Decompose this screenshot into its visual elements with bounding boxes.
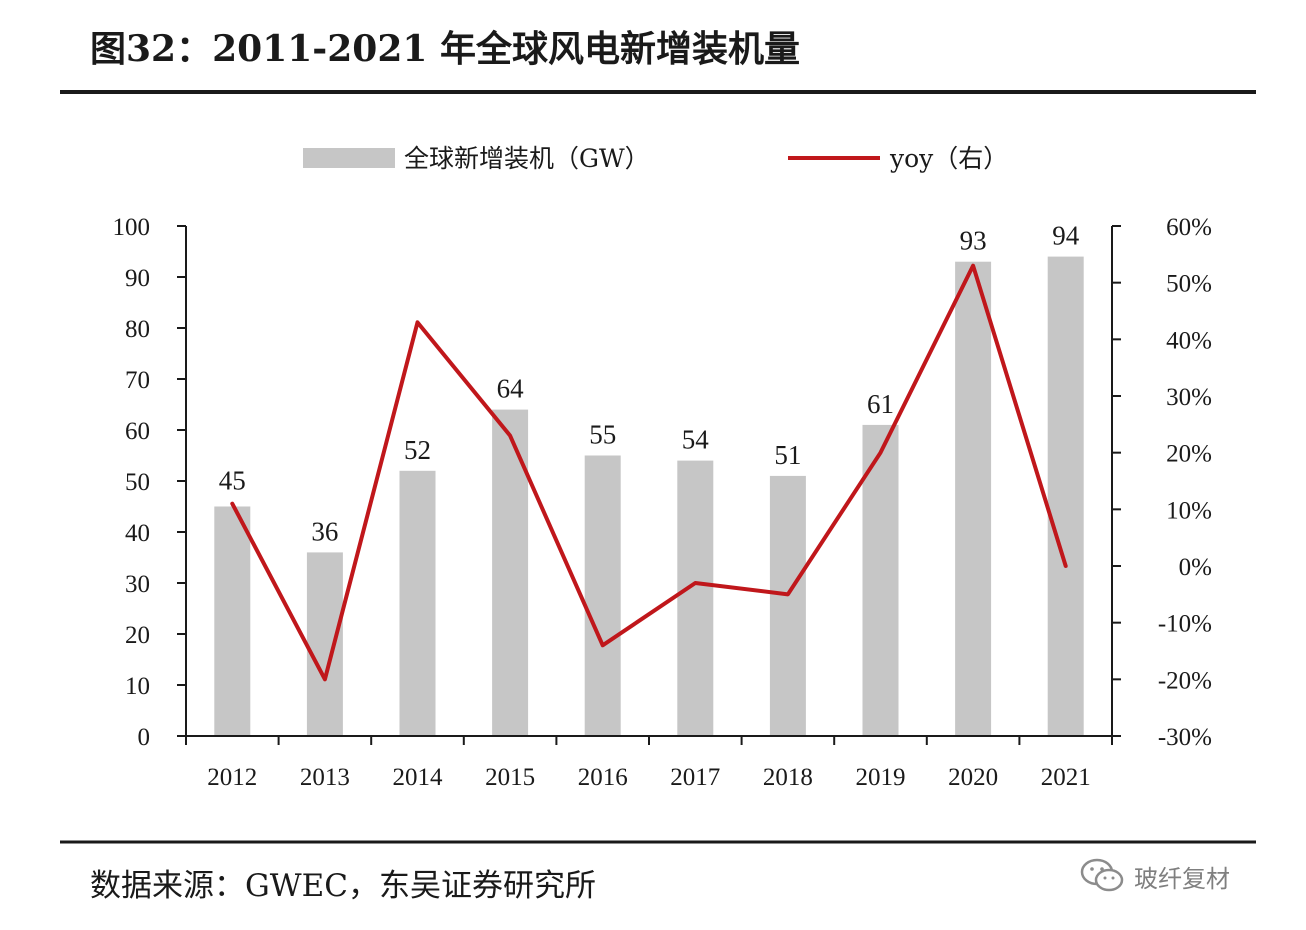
legend-label-line: yoy（右） — [889, 144, 1008, 173]
y-left-tick-label: 20 — [125, 622, 150, 649]
y-left-tick-label: 70 — [125, 367, 150, 394]
data-label-2013: 36 — [311, 516, 338, 546]
x-tick-label: 2017 — [670, 764, 720, 791]
x-tick-label: 2015 — [485, 764, 535, 791]
legend-label-bar: 全球新增装机（GW） — [404, 144, 650, 173]
bar-2018 — [769, 475, 806, 736]
y-right-tick-label: 60% — [1166, 214, 1212, 241]
figure-title: 图32：2011-2021 年全球风电新增装机量 — [90, 28, 800, 70]
y-right-tick-label: -10% — [1158, 611, 1212, 638]
y-right-tick-label: 30% — [1166, 384, 1212, 411]
data-label-2019: 61 — [867, 389, 894, 419]
data-label-2021: 94 — [1052, 221, 1080, 251]
y-right-tick-label: 0% — [1179, 554, 1212, 581]
legend-swatch-bar — [303, 148, 395, 168]
figure-source: 数据来源：GWEC，东吴证券研究所 — [90, 868, 596, 904]
wechat-icon — [1080, 858, 1124, 892]
y-left-tick-label: 40 — [125, 520, 150, 547]
y-left-tick-label: 0 — [138, 724, 151, 751]
plot-area: 45 36 52 64 55 54 51 61 93 94 0 10 20 30 40 50 60 70 80 90 1… — [113, 214, 1213, 791]
y-right-tick-label: 50% — [1166, 271, 1212, 298]
y-left-tick-label: 30 — [125, 571, 150, 598]
x-tick-label: 2014 — [393, 764, 444, 791]
data-label-2018: 51 — [774, 440, 801, 470]
x-tick-label: 2021 — [1041, 764, 1091, 791]
data-label-2014: 52 — [404, 435, 431, 465]
bar-2019 — [862, 424, 899, 736]
bar-2013 — [306, 552, 343, 736]
bar-2014 — [399, 470, 436, 736]
bar-2016 — [584, 455, 621, 736]
x-tick-label: 2018 — [763, 764, 813, 791]
y-right-tick-label: -20% — [1158, 667, 1212, 694]
y-right-tick-label: 40% — [1166, 327, 1212, 354]
x-tick-label: 2020 — [948, 764, 998, 791]
watermark-text: 玻纤复材 — [1134, 864, 1230, 893]
data-label-2020: 93 — [960, 226, 987, 256]
bar-2020 — [955, 261, 992, 736]
x-tick-label: 2019 — [856, 764, 906, 791]
x-tick-label: 2012 — [207, 764, 257, 791]
y-left-tick-label: 50 — [125, 469, 150, 496]
bar-2021 — [1047, 256, 1084, 736]
x-tick-label: 2013 — [300, 764, 350, 791]
data-label-2012: 45 — [219, 466, 246, 496]
x-tick-label: 2016 — [578, 764, 628, 791]
bar-2015 — [492, 409, 529, 736]
data-label-2016: 55 — [589, 420, 616, 450]
bar-2012 — [214, 506, 251, 736]
data-label-2015: 64 — [497, 374, 525, 404]
y-left-tick-label: 90 — [125, 265, 150, 292]
watermark: 玻纤复材 — [1080, 858, 1230, 894]
y-left-tick-label: 60 — [125, 418, 150, 445]
data-label-2017: 54 — [682, 425, 710, 455]
bar-2017 — [677, 460, 714, 736]
y-right-tick-label: 10% — [1166, 497, 1212, 524]
y-left-tick-label: 100 — [113, 214, 151, 241]
series-line-yoy — [230, 263, 1068, 682]
y-right-tick-label: 20% — [1166, 441, 1212, 468]
legend: 全球新增装机（GW） yoy（右） — [303, 144, 1008, 173]
y-left-tick-label: 10 — [125, 673, 150, 700]
y-left-tick-label: 80 — [125, 316, 150, 343]
y-right-tick-label: -30% — [1158, 724, 1212, 751]
